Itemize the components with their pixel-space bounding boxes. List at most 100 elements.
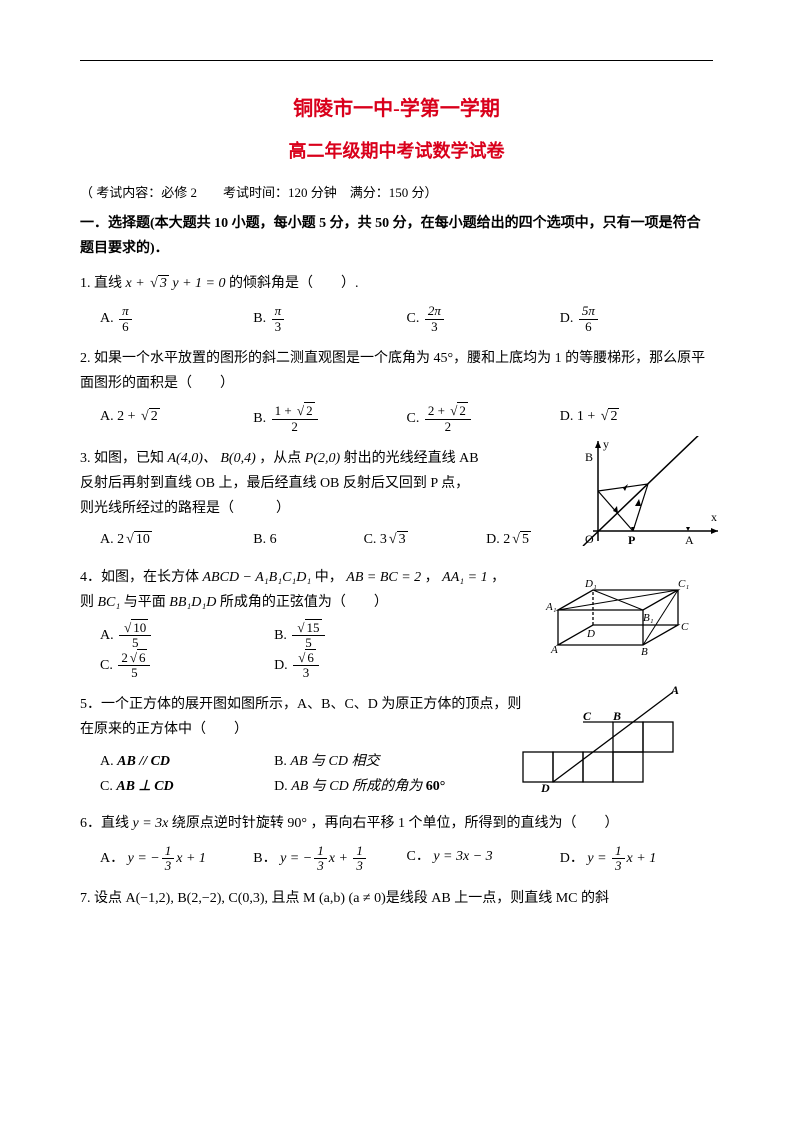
q6-A-num: 1	[162, 844, 175, 858]
q3-C-label: C.	[364, 532, 380, 547]
q5-D-label: D.	[274, 779, 291, 794]
q6-D-num: 1	[612, 844, 625, 858]
question-6: 6．直线 y = 3x 绕原点逆时针旋转 90° ，再向右平移 1 个单位，所得…	[80, 811, 713, 836]
q4-C-den: 5	[118, 665, 150, 680]
q4-fig-A1: A₁	[545, 601, 557, 613]
q4-fig-D1: D₁	[584, 578, 597, 590]
q4-eq1: AB = BC = 2	[346, 570, 421, 585]
q2-C-numpre: 2 +	[428, 403, 448, 418]
q6-A-label: A．	[100, 851, 124, 866]
q6-D-y: y =	[587, 851, 610, 866]
question-7: 7. 设点 A(−1,2), B(2,−2), C(0,3), 且点 M (a,…	[80, 886, 713, 911]
q5-fig-B: B	[612, 709, 621, 723]
q6-B-y: y =	[280, 851, 303, 866]
q6-C-label: C．	[407, 849, 430, 864]
q4-l2p: BB₁D₁D	[169, 595, 216, 610]
section-1-head: 一．选择题(本大题共 10 小题，每小题 5 分，共 50 分，在每小题给出的四…	[80, 211, 713, 261]
q2-D-rad: 2	[608, 408, 619, 424]
q1-C-num: 2π	[425, 304, 444, 318]
q1-text-a: 1. 直线	[80, 276, 126, 291]
q4-l1a: 4．如图，在长方体	[80, 570, 203, 585]
q1-C-den: 3	[425, 319, 444, 334]
q4-fig-A: A	[550, 644, 558, 655]
q1-A-num: π	[119, 304, 132, 318]
q1-A-den: 6	[119, 319, 132, 334]
q6-options: A． y = −13x + 1 B． y = −13x + 13 C． y = …	[100, 844, 713, 874]
q1-expr: x + 3 y + 1 = 0	[126, 276, 226, 291]
q4-C-label: C.	[100, 658, 116, 673]
q4-D-label: D.	[274, 658, 291, 673]
q3-pts: A(4,0)、 B(0,4)	[168, 451, 256, 466]
q3-D-rad: 5	[520, 531, 531, 547]
q5-B-label: B.	[274, 754, 290, 769]
q2-C-numrad: 2	[457, 402, 468, 418]
question-3: 3. 如图，已知 A(4,0)、 B(0,4) ，从点 P(2,0) 射出的光线…	[80, 446, 713, 553]
q3-D-pre: 2	[503, 532, 510, 547]
q2-B-den: 2	[272, 419, 318, 434]
q4-l2e: BC₁	[98, 595, 121, 610]
q6-l1a: 6．直线	[80, 816, 133, 831]
q3-l1b: ，从点	[259, 451, 305, 466]
q3-A-pre: 2	[117, 532, 124, 547]
q4-fig-B1: B₁	[643, 612, 654, 624]
q6-A-tail: + 1	[182, 851, 205, 866]
q2-D-pre: 1 +	[577, 409, 599, 424]
title-exam: 高二年级期中考试数学试卷	[80, 135, 713, 167]
title-school: 铜陵市一中-学第一学期	[80, 91, 713, 127]
q2-D-label: D.	[560, 409, 577, 424]
q6-C-val: y = 3x − 3	[433, 849, 492, 864]
q1-C-label: C.	[407, 311, 420, 326]
q6-eq: y = 3x	[133, 816, 169, 831]
q5-D-deg: 60°	[426, 779, 446, 794]
q1-B-den: 3	[272, 319, 285, 334]
q4-D-rad: 6	[305, 649, 316, 665]
q3-l1c: 射出的光线经直线 AB	[344, 451, 479, 466]
q1-D-label: D.	[560, 311, 574, 326]
q6-B-plus: +	[335, 851, 351, 866]
q6-B-sign: −	[303, 851, 312, 866]
q4-l1d: ，	[491, 570, 505, 585]
question-1: 1. 直线 x + 3 y + 1 = 0 的倾斜角是（ ）.	[80, 271, 713, 296]
q6-D-tail: + 1	[633, 851, 656, 866]
q5-C-label: C.	[100, 779, 116, 794]
q5-figure: A B C D	[513, 682, 703, 811]
q3-D-label: D.	[486, 532, 503, 547]
q6-l1c: ，再向右平移 1 个单位，所得到的直线为（ ）	[310, 816, 618, 831]
q3-fig-P: P	[628, 533, 635, 546]
q4-C-rad: 6	[137, 649, 148, 665]
q6-D-label: D．	[560, 851, 584, 866]
q6-A-sign: −	[150, 851, 159, 866]
question-2: 2. 如果一个水平放置的图形的斜二测直观图是一个底角为 45°，腰和上底均为 1…	[80, 346, 713, 396]
q6-D-den: 3	[612, 858, 625, 873]
q4-l2a: 则	[80, 595, 98, 610]
q2-options: A. 2 + 2 B. 1 + 22 C. 2 + 22 D. 1 + 2	[100, 404, 713, 434]
q6-B-num: 1	[314, 844, 327, 858]
q1-B-num: π	[272, 304, 285, 318]
q3-fig-A: A	[685, 533, 694, 546]
q4-A-label: A.	[100, 628, 117, 643]
q2-B-numpre: 1 +	[275, 403, 295, 418]
q6-B-den2: 3	[353, 858, 366, 873]
q3-C-rad: 3	[397, 531, 408, 547]
q4-figure: A B C D A₁ B₁ C₁ D₁	[543, 555, 693, 664]
q2-A-rad: 2	[149, 408, 160, 424]
q2-A-pre: 2 +	[117, 409, 139, 424]
q6-B-den: 3	[314, 858, 327, 873]
q5-B-val: AB 与 CD 相交	[290, 754, 379, 769]
q4-fig-D: D	[586, 628, 595, 640]
q6-B-num2: 1	[353, 844, 366, 858]
q4-B-rad: 15	[305, 619, 322, 635]
q6-A-y: y =	[128, 851, 151, 866]
q3-B-label: B.	[253, 532, 269, 547]
q6-l1b: 绕原点逆时针旋转	[172, 816, 288, 831]
q3-A-label: A.	[100, 532, 117, 547]
q2-B-label: B.	[253, 411, 269, 426]
q4-l2c: 所成角的正弦值为（ ）	[220, 595, 388, 610]
q1-D-den: 6	[579, 319, 598, 334]
q6-B-label: B．	[253, 851, 276, 866]
q3-fig-y: y	[603, 437, 609, 451]
q3-B-val: 6	[270, 532, 277, 547]
q4-A-rad: 10	[131, 619, 148, 635]
q2-C-den: 2	[425, 419, 471, 434]
q4-eq2: AA₁ = 1	[442, 570, 487, 585]
